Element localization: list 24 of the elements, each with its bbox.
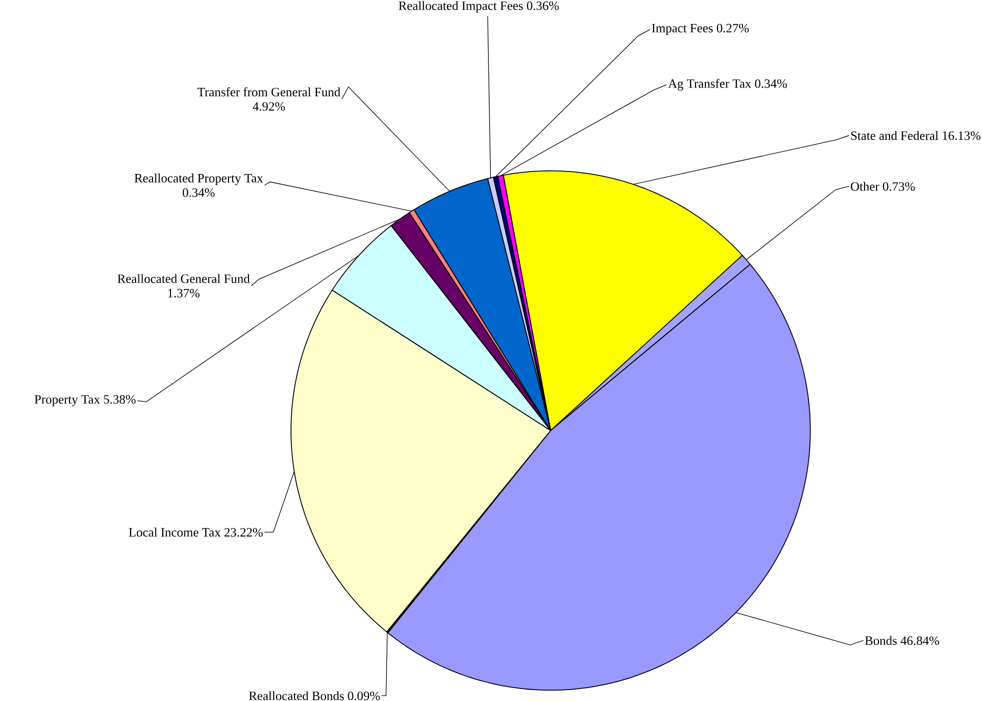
slice-label: Other <box>850 182 880 191</box>
slice-label: Reallocated Impact Fees <box>398 0 523 12</box>
slice-label: Reallocated Property Tax <box>134 173 264 185</box>
data-label: 0.09% <box>348 691 380 700</box>
slice-label: State and Federal <box>851 130 938 140</box>
slice-label: Ag Transfer Tax <box>668 78 752 90</box>
data-label: 46.84% <box>900 636 940 645</box>
data-label: 0.27% <box>716 24 749 32</box>
slice-label: Reallocated Bonds <box>249 691 344 700</box>
slice-label: Local Income Tax <box>128 528 221 536</box>
data-label: 4.92% <box>252 102 285 111</box>
data-label: 0.34% <box>755 79 787 88</box>
data-label: 5.38% <box>104 394 136 404</box>
slice-label: Impact Fees <box>652 24 713 35</box>
data-label: 0.36% <box>526 1 559 10</box>
slice-label: Bonds <box>865 636 897 645</box>
data-label: 23.22% <box>224 528 263 537</box>
slice-label: Property Tax <box>34 395 100 406</box>
data-label: 1.37% <box>168 288 200 298</box>
slice-label: Transfer from General Fund <box>198 87 340 96</box>
data-label: 0.73% <box>882 182 915 191</box>
data-label: 16.13% <box>942 131 980 140</box>
slice-label: Reallocated General Fund <box>118 274 250 283</box>
data-label: 0.34% <box>182 188 215 197</box>
